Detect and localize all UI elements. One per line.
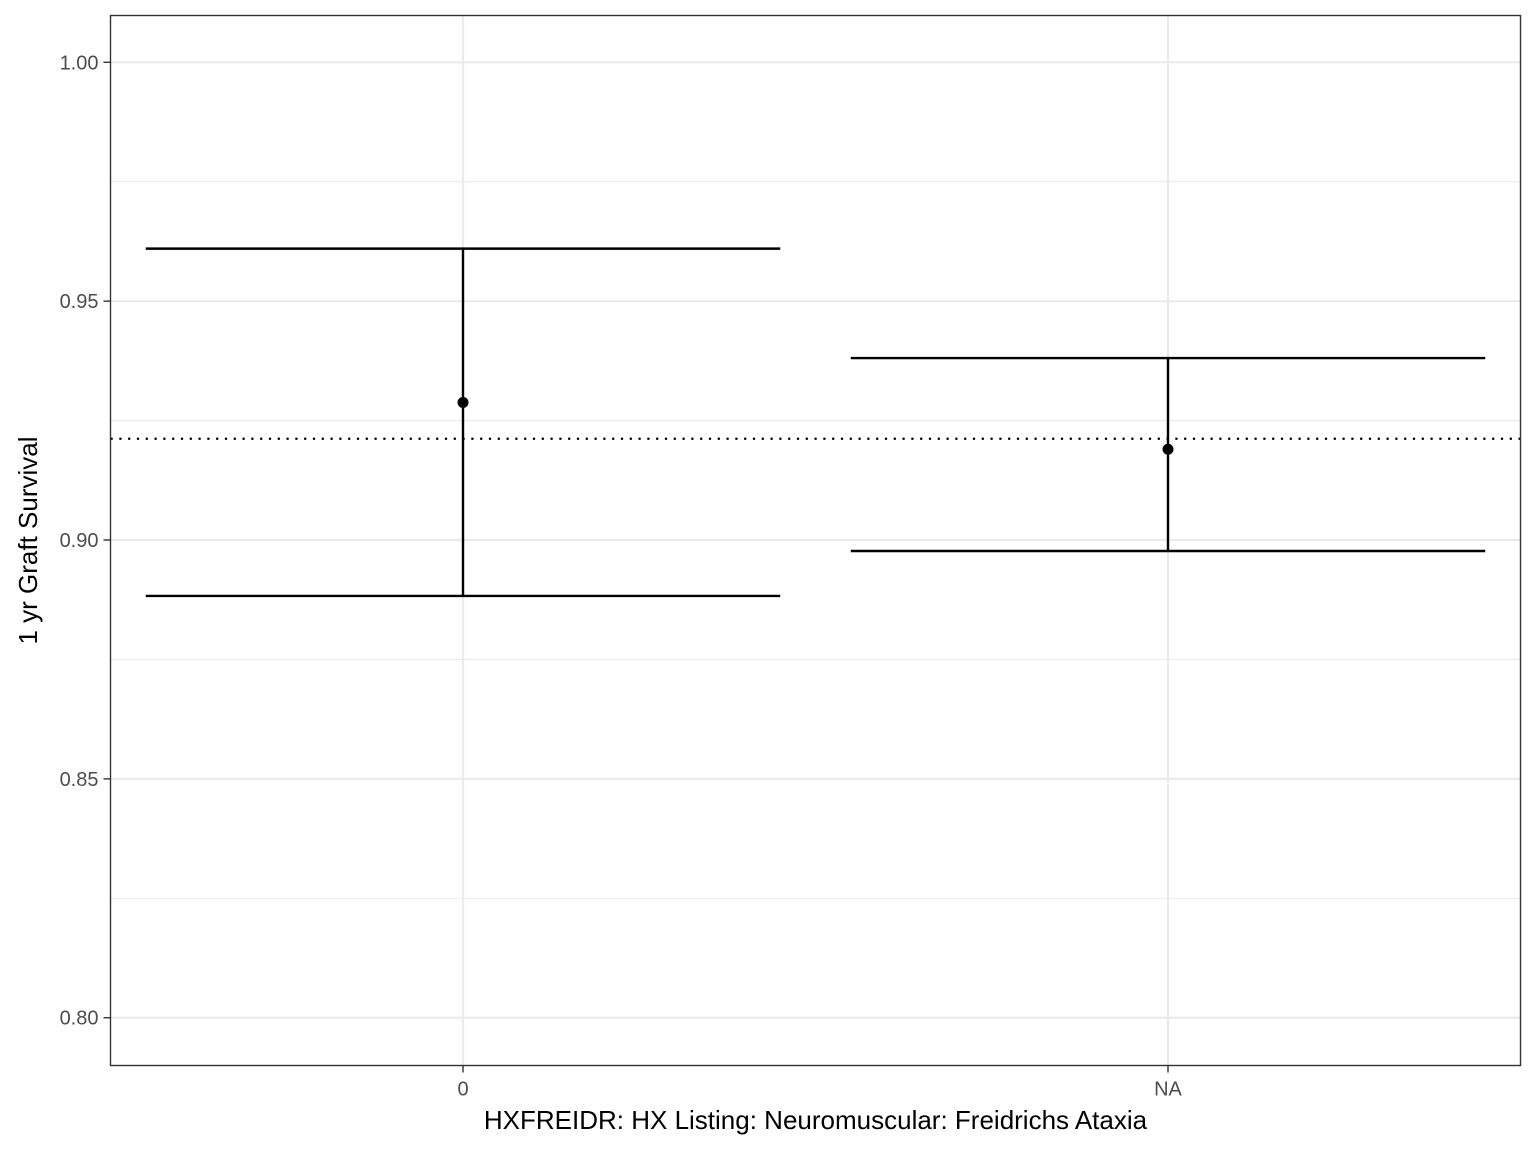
y-tick-label: 0.95 xyxy=(60,291,99,313)
x-tick-label: 0 xyxy=(457,1079,468,1101)
x-axis-title: HXFREIDR: HX Listing: Neuromuscular: Fre… xyxy=(484,1105,1148,1135)
y-tick-label: 0.80 xyxy=(60,1008,99,1030)
error-bars xyxy=(145,247,1486,598)
y-tick-label: 1.00 xyxy=(60,52,99,74)
y-tick-label: 0.90 xyxy=(60,530,99,552)
y-axis-title: 1 yr Graft Survival xyxy=(13,436,43,644)
y-tick-label: 0.85 xyxy=(60,769,99,791)
y-axis: 0.80 0.85 0.90 0.95 1.00 xyxy=(60,52,111,1030)
estimate-point xyxy=(1162,443,1174,455)
x-axis: 0 NA xyxy=(457,1065,1183,1101)
minor-gridlines xyxy=(110,181,1521,899)
estimate-point xyxy=(457,396,469,408)
x-tick-label: NA xyxy=(1154,1079,1182,1101)
